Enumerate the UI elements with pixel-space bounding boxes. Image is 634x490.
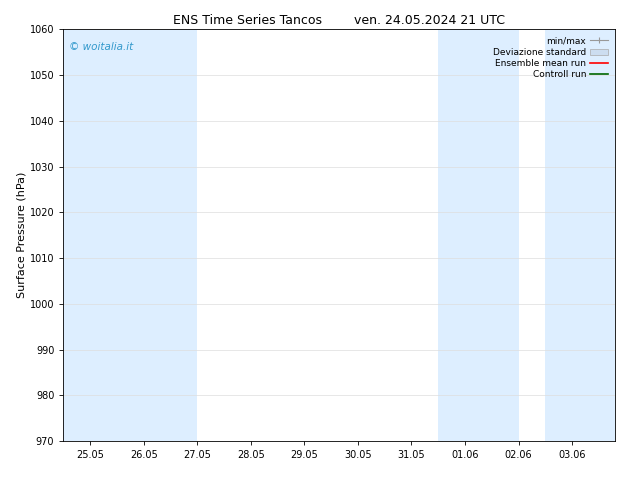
Text: © woitalia.it: © woitalia.it: [69, 42, 133, 52]
Bar: [545, 29, 615, 441]
Bar: [438, 29, 519, 441]
Bar: [63, 29, 117, 441]
Bar: [117, 29, 197, 441]
Y-axis label: Surface Pressure (hPa): Surface Pressure (hPa): [17, 172, 27, 298]
Legend: min/max, Deviazione standard, Ensemble mean run, Controll run: min/max, Deviazione standard, Ensemble m…: [490, 34, 611, 82]
Title: ENS Time Series Tancos        ven. 24.05.2024 21 UTC: ENS Time Series Tancos ven. 24.05.2024 2…: [173, 14, 505, 27]
